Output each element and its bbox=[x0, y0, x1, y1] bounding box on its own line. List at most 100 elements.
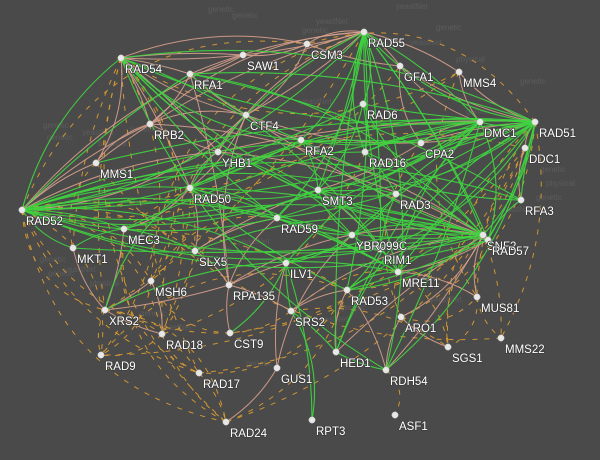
graph-node-rad55[interactable] bbox=[360, 28, 368, 36]
graph-node-rfa3[interactable] bbox=[517, 196, 525, 204]
edge-genetic bbox=[400, 296, 478, 322]
graph-node-cst9[interactable] bbox=[226, 329, 234, 337]
edge-physical bbox=[21, 123, 151, 211]
graph-node-ybr099c[interactable] bbox=[348, 231, 356, 239]
edge-physical bbox=[228, 217, 278, 286]
graph-node-rad6[interactable] bbox=[359, 100, 367, 108]
edge-physical bbox=[225, 367, 278, 423]
graph-node-rad24[interactable] bbox=[222, 418, 230, 426]
edge-physical bbox=[120, 57, 247, 116]
node-label-ybr099c: YBR099C bbox=[356, 241, 407, 253]
edge-type-watermark: genetic bbox=[398, 233, 424, 242]
graph-node-ddc1[interactable] bbox=[521, 144, 529, 152]
graph-node-rim1[interactable] bbox=[376, 245, 384, 253]
graph-node-xrs2[interactable] bbox=[101, 306, 109, 314]
graph-node-slx5[interactable] bbox=[191, 247, 199, 255]
graph-node-rpa135[interactable] bbox=[225, 281, 233, 289]
graph-node-mus81[interactable] bbox=[473, 293, 481, 301]
edge-yeastnet bbox=[21, 57, 122, 211]
graph-node-smt3[interactable] bbox=[314, 186, 322, 194]
graph-node-rad17[interactable] bbox=[195, 369, 203, 377]
graph-node-saw1[interactable] bbox=[239, 51, 247, 59]
edge-physical bbox=[149, 73, 191, 125]
edge-yeastnet bbox=[346, 239, 489, 291]
edge-genetic bbox=[161, 333, 227, 423]
node-label-rad57: RAD57 bbox=[492, 246, 529, 258]
edge-genetic bbox=[482, 234, 502, 339]
graph-node-ctf4[interactable] bbox=[242, 111, 250, 119]
edge-yeastnet bbox=[276, 189, 319, 219]
graph-node-rad9[interactable] bbox=[97, 351, 105, 359]
graph-node-gfa1[interactable] bbox=[396, 62, 404, 70]
edge-yeastnet bbox=[276, 121, 481, 219]
graph-node-ilv1[interactable] bbox=[282, 259, 290, 267]
graph-node-mms1[interactable] bbox=[92, 159, 100, 167]
graph-node-rfa2[interactable] bbox=[297, 136, 305, 144]
graph-node-rad18[interactable] bbox=[158, 330, 166, 338]
node-layer[interactable] bbox=[18, 28, 539, 426]
graph-node-rfa1[interactable] bbox=[186, 70, 194, 78]
edge-physical bbox=[104, 309, 163, 335]
edge-type-watermark: genetic bbox=[520, 77, 546, 86]
graph-node-gus1[interactable] bbox=[273, 364, 281, 372]
edge-yeastnet bbox=[346, 31, 368, 291]
edge-genetic bbox=[290, 307, 449, 348]
graph-node-yhb1[interactable] bbox=[214, 148, 222, 156]
graph-node-snf2[interactable] bbox=[479, 231, 487, 239]
graph-node-rpb2[interactable] bbox=[146, 120, 154, 128]
graph-node-rad52[interactable] bbox=[18, 206, 26, 214]
node-label-rfa3: RFA3 bbox=[525, 206, 554, 218]
graph-node-mkt1[interactable] bbox=[69, 244, 77, 252]
graph-node-csm3[interactable] bbox=[303, 40, 311, 48]
node-label-mec3: MEC3 bbox=[128, 235, 160, 247]
edge-genetic bbox=[120, 57, 460, 115]
graph-node-asf1[interactable] bbox=[391, 411, 399, 419]
graph-node-rad54[interactable] bbox=[117, 54, 125, 62]
graph-node-rad16[interactable] bbox=[361, 148, 369, 156]
edge-type-watermark: genetic bbox=[540, 165, 566, 174]
graph-node-mms22[interactable] bbox=[497, 334, 505, 342]
edge-genetic bbox=[161, 151, 366, 335]
graph-node-hed1[interactable] bbox=[332, 348, 340, 356]
edge-type-watermark: genetic bbox=[40, 255, 66, 264]
graph-node-msh6[interactable] bbox=[147, 277, 155, 285]
edge-type-watermark: yeastNet bbox=[160, 323, 192, 332]
edge-layer-yeastnet bbox=[21, 31, 536, 421]
graph-node-rad59[interactable] bbox=[273, 214, 281, 222]
edge-yeastnet bbox=[21, 209, 489, 269]
graph-node-rad50[interactable] bbox=[186, 184, 194, 192]
edge-type-watermark: genetic bbox=[43, 121, 69, 130]
node-label-mms22: MMS22 bbox=[505, 344, 545, 356]
graph-node-cpa2[interactable] bbox=[417, 139, 425, 147]
graph-node-sgs1[interactable] bbox=[444, 343, 452, 351]
node-label-asf1: ASF1 bbox=[399, 421, 428, 433]
graph-node-rdh54[interactable] bbox=[382, 366, 390, 374]
edge-yeastnet bbox=[290, 310, 337, 353]
graph-node-rpt3[interactable] bbox=[308, 416, 316, 424]
graph-node-aro1[interactable] bbox=[397, 313, 405, 321]
edge-physical bbox=[95, 123, 151, 164]
graph-node-rad53[interactable] bbox=[343, 286, 351, 294]
graph-node-mre11[interactable] bbox=[394, 268, 402, 276]
node-label-ilv1: ILV1 bbox=[290, 269, 313, 281]
edge-yeastnet bbox=[21, 207, 287, 264]
edge-yeastnet bbox=[120, 57, 399, 273]
edge-genetic bbox=[198, 147, 526, 374]
graph-node-mec3[interactable] bbox=[120, 225, 128, 233]
edge-genetic bbox=[100, 333, 163, 357]
edge-physical bbox=[120, 35, 308, 59]
graph-node-rad57[interactable] bbox=[484, 236, 492, 244]
edge-yeastnet bbox=[363, 31, 399, 273]
edge-genetic bbox=[104, 31, 365, 311]
graph-node-mms4[interactable] bbox=[455, 68, 463, 76]
edge-physical bbox=[245, 43, 308, 116]
edge-yeastnet bbox=[104, 261, 399, 311]
graph-node-dmc1[interactable] bbox=[476, 118, 484, 126]
graph-node-rad51[interactable] bbox=[531, 118, 539, 126]
graph-node-srs2[interactable] bbox=[287, 307, 295, 315]
node-label-snf2: SNF2 bbox=[487, 241, 516, 253]
edge-yeastnet bbox=[397, 121, 536, 273]
graph-node-rad3[interactable] bbox=[392, 190, 400, 198]
